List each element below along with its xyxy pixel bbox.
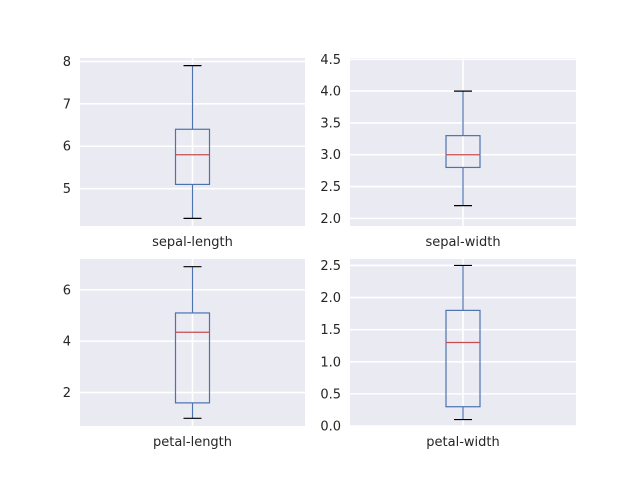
y-tick-label: 4.0	[320, 85, 341, 100]
y-tick-label: 8	[63, 55, 71, 70]
y-tick-label: 4	[63, 335, 71, 350]
iqr-box	[174, 312, 211, 404]
y-tick-label: 3.5	[320, 116, 341, 131]
subplot-sepal-width: 2.0 2.5 3.0 3.5 4.0 4.5 sepal-width	[320, 53, 576, 250]
y-tick-label: 6	[63, 283, 71, 298]
y-tick-label: 1.0	[320, 355, 341, 370]
x-category-label: sepal-length	[152, 235, 233, 250]
y-tick-label: 7	[63, 97, 71, 112]
y-tick-label: 1.5	[320, 323, 341, 338]
iqr-box	[445, 309, 481, 408]
x-category-label: petal-width	[426, 435, 499, 450]
x-category-label: petal-length	[153, 435, 232, 450]
y-tick-label: 3.0	[320, 148, 341, 163]
subplot-petal-width: 0.0 0.5 1.0 1.5 2.0 2.5 petal-width	[320, 259, 576, 450]
y-tick-label: 5	[63, 182, 71, 197]
y-tick-label: 2.5	[320, 259, 341, 274]
y-tick-label: 2.0	[320, 212, 341, 227]
iqr-box	[445, 135, 481, 169]
y-tick-label: 2.0	[320, 291, 341, 306]
subplot-petal-length: 2 4 6 petal-length	[63, 259, 305, 450]
y-tick-label: 2	[63, 386, 71, 401]
y-tick-label: 2.5	[320, 180, 341, 195]
y-tick-label: 4.5	[320, 53, 341, 68]
iqr-box	[174, 128, 211, 186]
y-tick-label: 6	[63, 140, 71, 155]
subplot-sepal-length: 5 6 7 8 sepal-length	[63, 55, 305, 250]
x-category-label: sepal-width	[425, 235, 500, 250]
y-tick-label: 0.0	[320, 420, 341, 435]
y-tick-label: 0.5	[320, 387, 341, 402]
